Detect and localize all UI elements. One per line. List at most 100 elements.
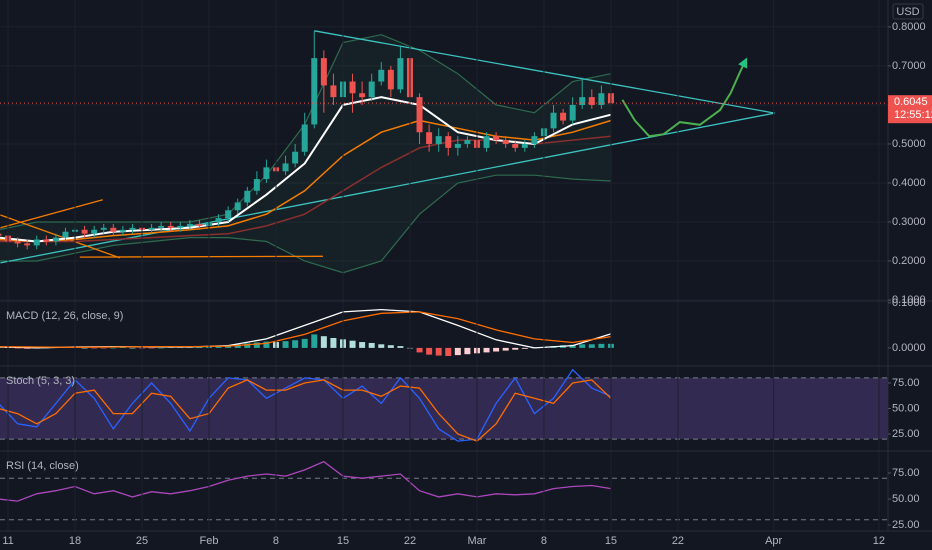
y-tick-label: 0.0000	[892, 342, 926, 354]
moving-average	[0, 119, 612, 243]
candle-body	[311, 58, 318, 125]
macd-histogram-bar	[330, 338, 337, 348]
y-tick-label: 75.00	[892, 467, 920, 479]
macd-histogram-bar	[349, 340, 356, 348]
y-tick-label: 25.00	[892, 519, 920, 531]
macd-histogram-bar	[464, 347, 471, 355]
y-tick-label: 0.2000	[892, 255, 926, 267]
candle-body	[110, 227, 117, 232]
candle-body	[416, 97, 423, 133]
y-tick-label: 0.1000	[892, 297, 926, 309]
candle-body	[330, 85, 337, 98]
candle-body	[359, 93, 366, 98]
pane-legend: MACD (12, 26, close, 9)	[6, 310, 123, 322]
candle-body	[292, 151, 299, 164]
x-tick-label: 15	[337, 535, 349, 547]
candle-body	[14, 241, 21, 244]
candle-body	[588, 97, 595, 105]
macd-histogram-bar	[426, 347, 433, 355]
candle-body	[387, 69, 394, 90]
candle-body	[569, 104, 576, 121]
candle-body	[349, 81, 356, 94]
macd-histogram-bar	[588, 344, 595, 348]
candle-body	[579, 97, 586, 105]
x-tick-label: Mar	[467, 535, 486, 547]
trend-line	[0, 199, 103, 229]
x-tick-label: 18	[69, 535, 81, 547]
candle-body	[253, 179, 260, 191]
candle-body	[378, 69, 385, 82]
candle-body	[215, 218, 222, 222]
band-background	[0, 377, 888, 440]
countdown-label: 12:55:12	[894, 109, 932, 121]
candle-body	[531, 136, 538, 144]
candle-body	[43, 239, 50, 242]
macd-histogram-bar	[234, 344, 241, 348]
currency-label: USD	[896, 6, 919, 18]
trend-line	[79, 255, 323, 258]
macd-histogram-bar	[24, 347, 31, 349]
candle-body	[91, 229, 98, 234]
candle-body	[33, 239, 40, 246]
y-tick-label: 50.00	[892, 493, 920, 505]
macd-histogram-bar	[14, 347, 21, 349]
macd-histogram-bar	[263, 341, 270, 348]
candle-body	[426, 132, 433, 144]
macd-histogram-bar	[359, 342, 366, 348]
macd-histogram-bar	[397, 346, 404, 348]
macd-line	[0, 311, 611, 349]
candle-body	[148, 227, 155, 230]
pane	[0, 460, 888, 521]
last-price-tag	[888, 95, 932, 124]
candle-body	[493, 136, 500, 141]
x-tick-label: 8	[541, 535, 547, 547]
x-tick-label: 8	[273, 535, 279, 547]
candle-body	[483, 136, 490, 148]
candle-body	[196, 223, 203, 226]
candle-body	[560, 112, 567, 121]
currency-box	[892, 3, 924, 20]
macd-histogram-bar	[512, 347, 519, 350]
candle-body	[100, 227, 107, 230]
macd-histogram-bar	[158, 347, 165, 349]
candle-body	[521, 143, 528, 148]
y-tick-label: 25.00	[892, 428, 920, 440]
candle-body	[225, 210, 232, 219]
macd-histogram-bar	[320, 336, 327, 348]
candle-body	[81, 229, 88, 234]
candle-body	[435, 136, 442, 144]
macd-histogram-bar	[91, 347, 98, 349]
candle-body	[263, 167, 270, 180]
candle-body	[502, 140, 509, 144]
macd-histogram-bar	[292, 340, 299, 348]
macd-histogram-bar	[502, 347, 509, 351]
macd-histogram-bar	[244, 343, 251, 348]
candle-body	[0, 233, 2, 236]
candle-body	[598, 93, 605, 105]
macd-histogram-bar	[167, 347, 174, 348]
macd-histogram-bar	[110, 347, 117, 349]
x-tick-label: 25	[136, 535, 148, 547]
macd-histogram-bar	[569, 344, 576, 348]
y-tick-label: 0.8000	[892, 21, 926, 33]
macd-histogram-bar	[119, 347, 126, 348]
candle-body	[445, 136, 452, 148]
pane	[0, 368, 888, 442]
x-tick-label: Feb	[200, 535, 219, 547]
macd-histogram-bar	[129, 347, 136, 349]
macd-histogram-bar	[148, 347, 155, 349]
macd-histogram-bar	[521, 347, 528, 349]
candle-body	[234, 202, 241, 211]
pane-legend: RSI (14, close)	[6, 460, 79, 472]
y-tick-label: 0.3000	[892, 216, 926, 228]
y-tick-label: 0.7000	[892, 60, 926, 72]
candle-body	[62, 231, 69, 238]
band-fill	[0, 34, 611, 273]
x-tick-label: 22	[672, 535, 684, 547]
macd-histogram-bar	[416, 347, 423, 353]
band-lower	[0, 174, 611, 274]
oscillator-line	[0, 460, 612, 502]
y-tick-label: 75.00	[892, 377, 920, 389]
candle-body	[158, 225, 165, 228]
macd-histogram-bar	[100, 347, 107, 349]
